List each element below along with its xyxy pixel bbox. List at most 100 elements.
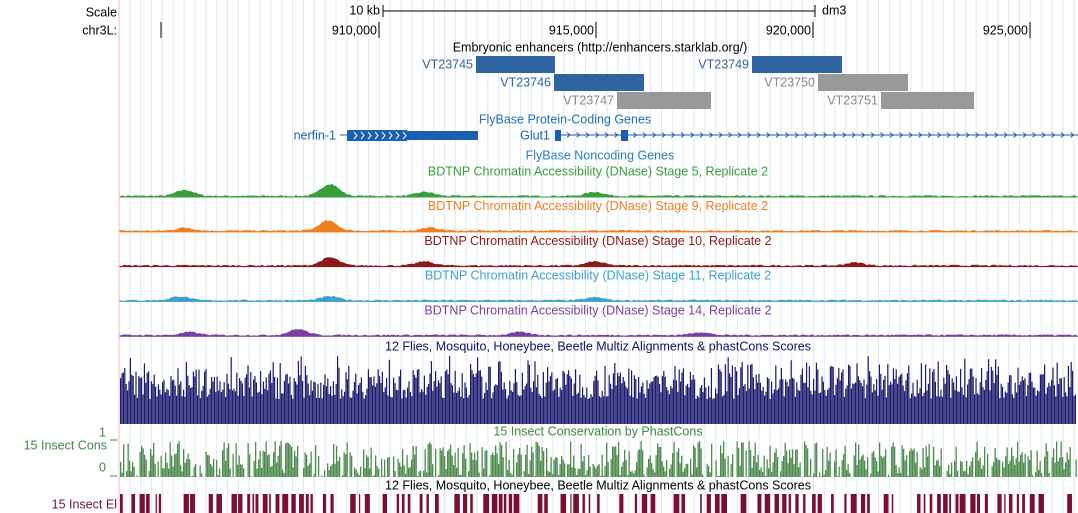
alignment-bar	[652, 381, 654, 424]
gene-exon[interactable]	[407, 131, 478, 140]
enhancer-label[interactable]: VT23745	[422, 57, 473, 71]
strand-arrow	[842, 132, 847, 138]
enhancer[interactable]	[617, 92, 711, 109]
conservation-bar	[861, 456, 863, 477]
alignment-bar	[148, 371, 150, 424]
conservation-bar	[1054, 462, 1056, 477]
conservation-bar	[472, 459, 474, 477]
gene-exon[interactable]	[621, 130, 628, 141]
conservation-bar	[715, 460, 717, 477]
enhancer[interactable]	[818, 74, 908, 91]
alignment-bar	[359, 382, 361, 424]
conserved-element	[721, 494, 727, 513]
alignment-bar	[817, 369, 819, 424]
conservation-bar	[588, 454, 590, 477]
conservation-bar	[303, 467, 305, 477]
alignment-bar	[849, 366, 851, 424]
conservation-bar	[555, 457, 557, 477]
conservation-bar	[790, 457, 792, 477]
alignment-bar	[1066, 396, 1068, 424]
alignment-bar	[258, 391, 260, 424]
alignment-bar	[521, 372, 523, 424]
alignment-bar	[489, 366, 491, 424]
conserved-element	[216, 494, 222, 513]
conservation-bar	[528, 473, 530, 477]
conservation-bar	[700, 448, 702, 477]
conservation-bar	[553, 459, 555, 477]
alignment-bar	[804, 382, 806, 424]
alignment-bar	[416, 369, 418, 424]
conserved-element	[252, 494, 255, 513]
alignment-bar	[807, 387, 809, 424]
alignment-bar	[661, 376, 663, 424]
alignment-bar	[292, 398, 294, 424]
conservation-bar	[564, 463, 566, 477]
alignment-bar	[838, 367, 840, 424]
conserved-element	[396, 494, 400, 513]
alignment-bar	[353, 381, 355, 424]
gene-exon[interactable]	[347, 130, 407, 141]
gene-label[interactable]: Glut1	[520, 128, 550, 142]
alignment-bar	[568, 370, 570, 424]
alignment-bar	[219, 381, 221, 424]
alignment-bar	[738, 388, 740, 424]
conservation-bar	[1075, 459, 1077, 477]
alignment-bar	[836, 378, 838, 424]
alignment-bar	[772, 393, 774, 424]
alignment-bar	[596, 370, 598, 424]
alignment-bar	[814, 390, 816, 424]
strand-arrow	[353, 131, 358, 140]
track-title: 12 Flies, Mosquito, Honeybee, Beetle Mul…	[385, 478, 811, 492]
conservation-bar	[847, 464, 849, 477]
enhancer[interactable]	[752, 56, 842, 73]
alignment-bar	[1025, 396, 1027, 424]
conservation-bar	[957, 470, 959, 477]
alignment-bar	[524, 386, 526, 424]
alignment-bar	[509, 381, 511, 424]
alignment-bar	[1031, 381, 1033, 424]
alignment-bar	[296, 384, 298, 424]
alignment-bar	[482, 398, 484, 424]
conserved-element	[310, 494, 313, 513]
alignment-bar	[344, 391, 346, 424]
alignment-bar	[461, 373, 463, 424]
alignment-bar	[579, 374, 581, 424]
conserved-element	[573, 494, 579, 513]
conservation-bar	[346, 442, 348, 477]
enhancer-label[interactable]: VT23746	[500, 75, 551, 89]
conservation-bar	[411, 459, 413, 477]
conservation-bar	[865, 469, 867, 477]
conserved-element	[269, 494, 271, 513]
alignment-bar	[1065, 392, 1067, 424]
gene-exon[interactable]	[555, 130, 561, 141]
conservation-bar	[834, 461, 836, 477]
alignment-bar	[127, 390, 129, 424]
alignment-bar	[570, 378, 572, 424]
conservation-bar	[624, 449, 626, 477]
enhancer[interactable]	[554, 74, 644, 91]
conservation-bar	[763, 455, 765, 477]
conservation-bar	[978, 460, 980, 477]
enhancer[interactable]	[476, 56, 555, 73]
gene-label[interactable]: nerfin-1	[294, 128, 336, 142]
conservation-bar	[879, 442, 881, 477]
enhancer-label[interactable]: VT23747	[563, 93, 614, 107]
conserved-element	[299, 494, 304, 513]
conservation-bar	[384, 459, 386, 477]
enhancer-label[interactable]: VT23750	[764, 75, 815, 89]
conservation-bar	[145, 459, 147, 477]
conservation-bar	[1068, 459, 1070, 477]
strand-arrow	[756, 132, 761, 138]
conservation-bar	[897, 473, 899, 477]
conservation-bar	[529, 460, 531, 477]
enhancer[interactable]	[881, 92, 974, 109]
enhancer-label[interactable]: VT23751	[827, 93, 878, 107]
alignment-bar	[747, 364, 749, 424]
alignment-bar	[682, 368, 684, 424]
conservation-bar	[903, 448, 905, 477]
alignment-bar	[370, 377, 372, 424]
conservation-bar	[213, 458, 215, 477]
enhancer-label[interactable]: VT23749	[698, 57, 749, 71]
strand-arrow	[813, 132, 818, 138]
